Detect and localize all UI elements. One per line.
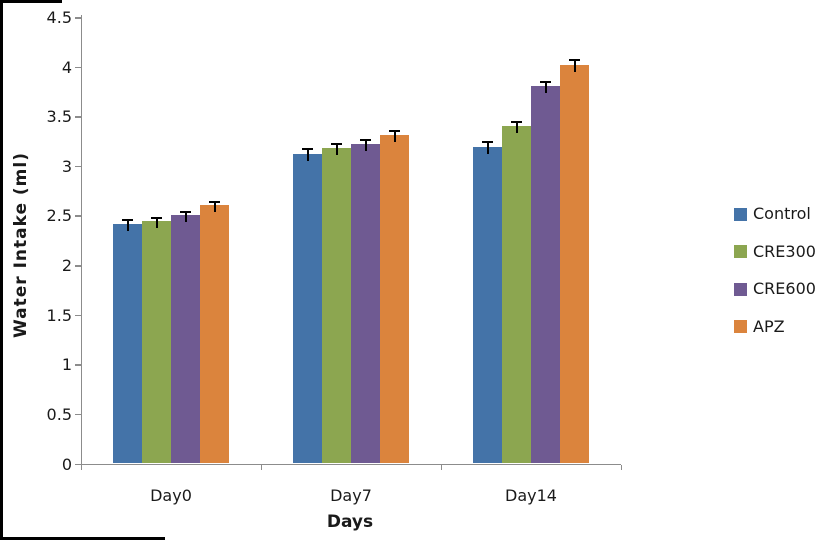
error-bar-stem (335, 143, 338, 155)
y-axis-tick (74, 463, 81, 465)
legend-label: Control (753, 204, 811, 223)
x-axis-tick (620, 465, 622, 470)
y-axis-tick (74, 116, 81, 118)
legend-swatch-icon (734, 282, 747, 296)
y-axis-tick (74, 413, 81, 416)
legend-item-cre300: CRE300 (734, 241, 816, 261)
error-bar-cap (180, 211, 191, 214)
error-bar-cap (482, 141, 493, 144)
y-axis-tick (74, 165, 81, 168)
y-axis-tick (74, 66, 81, 69)
bar-cre600-day0 (171, 215, 200, 464)
y-axis-tick (74, 265, 81, 267)
y-axis-tick (74, 314, 81, 317)
y-axis-tick-label: 3 (61, 156, 72, 176)
y-axis-line (80, 15, 82, 465)
legend-swatch-icon (734, 320, 747, 333)
legend-swatch-icon (734, 207, 747, 221)
legend-label: CRE300 (753, 241, 816, 261)
legend-item-control: Control (734, 205, 811, 223)
error-bar-cap (540, 80, 551, 83)
bar-cre600-day7 (351, 144, 380, 464)
y-axis-tick-label: 3.5 (46, 107, 72, 127)
figure-border-top (0, 0, 62, 3)
legend-swatch-icon (734, 245, 747, 258)
error-bar-stem (364, 139, 367, 151)
error-bar-cap (511, 121, 522, 124)
y-axis-tick (74, 215, 81, 217)
legend-item-cre600: CRE600 (734, 280, 816, 298)
x-axis-tick (260, 465, 262, 470)
y-axis-tick-label: 2 (61, 256, 72, 276)
y-axis-tick-label: 0.5 (46, 404, 72, 424)
error-bar-cap (122, 219, 133, 222)
error-bar-cap (360, 139, 371, 142)
bar-apz-day0 (200, 204, 229, 464)
y-axis-tick-label: 4.5 (46, 8, 72, 27)
error-bar-stem (155, 217, 158, 229)
legend-item-apz: APZ (734, 316, 785, 336)
y-axis-tick-label: 4 (61, 57, 72, 77)
y-axis-tick (74, 364, 81, 366)
x-category-label: Day7 (330, 486, 372, 505)
error-bar-cap (569, 58, 580, 61)
error-bar-cap (302, 147, 313, 150)
bar-cre300-day7 (322, 147, 351, 464)
y-axis-tick-label: 0 (61, 454, 72, 474)
figure-border-left (0, 0, 3, 540)
error-bar-stem (184, 211, 187, 223)
error-bar-stem (306, 147, 309, 161)
y-axis-tick-label: 1.5 (46, 305, 72, 325)
x-category-label: Day14 (505, 486, 557, 505)
error-bar-stem (573, 58, 576, 72)
y-axis-tick (74, 17, 81, 19)
error-bar-stem (126, 219, 129, 232)
x-axis-line (80, 463, 621, 465)
y-axis-tick-label: 2.5 (46, 206, 72, 226)
bar-cre600-day14 (531, 86, 560, 464)
x-axis-tick (440, 465, 442, 470)
error-bar-stem (515, 121, 518, 134)
bar-apz-day14 (560, 64, 589, 464)
bar-control-day7 (293, 153, 322, 464)
x-axis-tick (80, 465, 82, 470)
error-bar-stem (213, 200, 216, 212)
figure-border-bottom (0, 537, 165, 540)
bar-control-day14 (473, 146, 502, 464)
bar-cre300-day0 (142, 221, 171, 464)
legend-label: CRE600 (753, 279, 816, 298)
bar-control-day0 (113, 224, 142, 464)
error-bar-cap (151, 217, 162, 220)
bar-cre300-day14 (502, 126, 531, 464)
error-bar-cap (389, 130, 400, 133)
error-bar-stem (544, 80, 547, 94)
error-bar-cap (209, 200, 220, 203)
x-axis-title: Days (326, 512, 374, 532)
legend-label: APZ (753, 316, 785, 336)
bar-apz-day7 (380, 135, 409, 464)
y-axis-tick-label: 1 (61, 355, 72, 375)
x-category-label: Day0 (150, 486, 192, 505)
error-bar-stem (393, 130, 396, 143)
error-bar-cap (331, 143, 342, 145)
error-bar-stem (486, 141, 489, 154)
